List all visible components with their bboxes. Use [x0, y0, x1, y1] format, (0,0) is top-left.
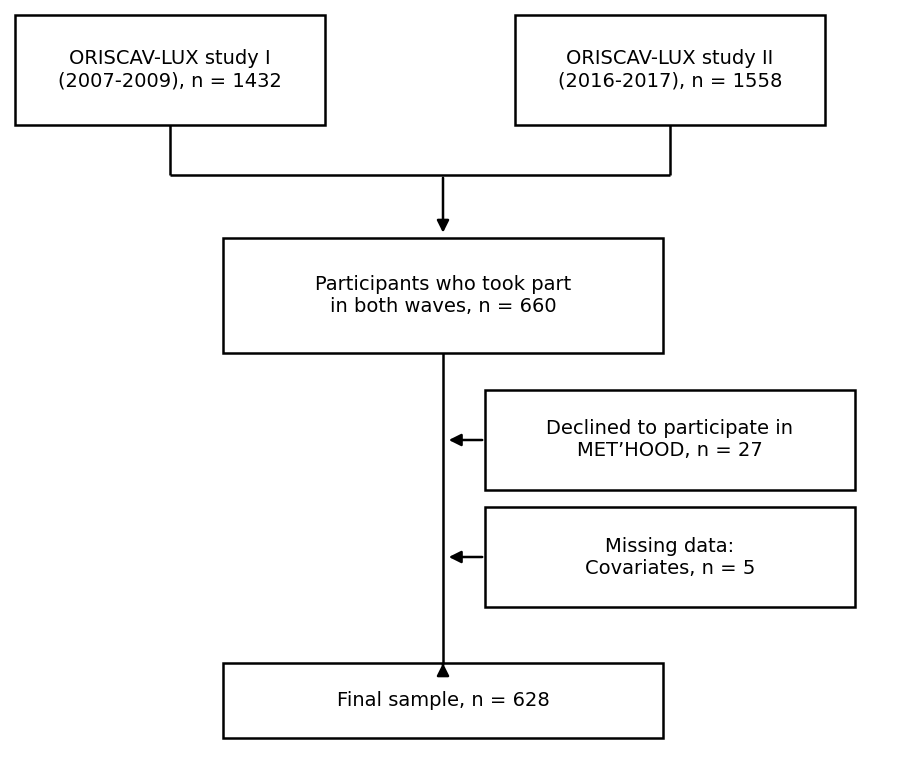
FancyBboxPatch shape	[485, 507, 855, 607]
Text: Participants who took part
in both waves, n = 660: Participants who took part in both waves…	[315, 275, 572, 316]
FancyBboxPatch shape	[223, 238, 663, 353]
FancyBboxPatch shape	[15, 15, 325, 125]
Text: ORISCAV-LUX study II
(2016-2017), n = 1558: ORISCAV-LUX study II (2016-2017), n = 15…	[558, 49, 782, 91]
Text: Declined to participate in
MET’HOOD, n = 27: Declined to participate in MET’HOOD, n =…	[546, 419, 794, 460]
FancyBboxPatch shape	[515, 15, 825, 125]
FancyBboxPatch shape	[223, 662, 663, 737]
Text: Final sample, n = 628: Final sample, n = 628	[337, 690, 549, 709]
Text: ORISCAV-LUX study I
(2007-2009), n = 1432: ORISCAV-LUX study I (2007-2009), n = 143…	[58, 49, 282, 91]
FancyBboxPatch shape	[485, 390, 855, 490]
Text: Missing data:
Covariates, n = 5: Missing data: Covariates, n = 5	[585, 537, 755, 578]
